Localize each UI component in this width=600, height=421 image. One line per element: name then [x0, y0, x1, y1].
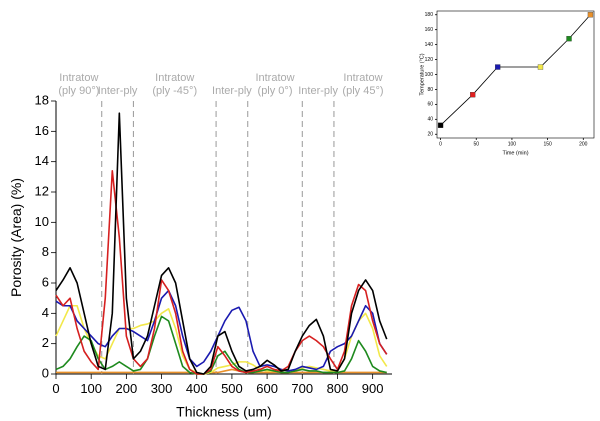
y-tick-label: 4	[42, 305, 49, 320]
x-tick-label: 0	[439, 141, 442, 147]
x-tick-label: 200	[579, 141, 588, 147]
point-marker	[470, 92, 476, 98]
y-tick-label: 2	[42, 335, 49, 350]
y-tick-label: 180	[425, 12, 434, 18]
y-tick-label: 10	[35, 214, 49, 229]
region-label: Intratow	[59, 72, 98, 84]
region-label: Inter-ply	[298, 85, 338, 97]
region-label: Inter-ply	[212, 85, 252, 97]
region-label: (ply 90°)	[58, 85, 99, 97]
y-tick-label: 8	[42, 244, 49, 259]
x-tick-label: 300	[151, 381, 173, 396]
y-tick-label: 20	[427, 132, 433, 138]
x-tick-label: 150	[543, 141, 552, 147]
point-marker	[495, 64, 501, 70]
y-axis-title: Porosity (Area) (%)	[8, 178, 24, 297]
y-tick-label: 80	[427, 87, 433, 93]
x-tick-label: 500	[221, 381, 243, 396]
x-tick-label: 900	[362, 381, 384, 396]
region-label: Intratow	[155, 72, 194, 84]
region-label: (ply 0°)	[258, 85, 293, 97]
x-tick-label: 100	[508, 141, 517, 147]
y-tick-label: 60	[427, 102, 433, 108]
y-tick-label: 100	[425, 72, 434, 78]
region-label: Inter-ply	[98, 85, 138, 97]
y-tick-label: 6	[42, 274, 49, 289]
series-line	[55, 112, 388, 375]
x-tick-label: 50	[473, 141, 479, 147]
x-tick-label: 0	[52, 381, 59, 396]
x-axis-title: Time (min)	[502, 150, 528, 156]
region-label: (ply -45°)	[152, 85, 197, 97]
x-tick-label: 100	[80, 381, 102, 396]
x-tick-label: 400	[186, 381, 208, 396]
x-axis-title: Thickness (um)	[176, 404, 272, 420]
y-tick-label: 140	[425, 42, 434, 48]
y-tick-label: 18	[35, 92, 49, 107]
series-line	[55, 289, 388, 372]
y-tick-label: 120	[425, 57, 434, 63]
series-line	[55, 315, 387, 375]
x-tick-label: 200	[116, 381, 138, 396]
point-marker	[537, 64, 544, 70]
y-tick-label: 160	[425, 27, 434, 33]
x-tick-label: 800	[327, 381, 349, 396]
region-label: Intratow	[255, 72, 294, 84]
y-tick-label: 0	[42, 365, 49, 380]
y-tick-label: 14	[35, 153, 49, 168]
y-tick-label: 40	[427, 117, 433, 123]
y-tick-label: 16	[35, 123, 49, 138]
region-label: (ply 45°)	[342, 85, 383, 97]
x-tick-label: 600	[256, 381, 278, 396]
plot-frame	[436, 10, 595, 139]
point-marker	[587, 12, 594, 18]
y-axis-title: Temperature (°C)	[419, 53, 425, 95]
series-line	[55, 304, 388, 375]
y-tick-label: 12	[35, 183, 49, 198]
x-tick-label: 700	[291, 381, 313, 396]
series-line	[440, 14, 591, 126]
series-line	[55, 169, 388, 375]
point-marker	[437, 122, 444, 128]
region-label: Intratow	[343, 72, 382, 84]
point-marker	[566, 35, 572, 42]
